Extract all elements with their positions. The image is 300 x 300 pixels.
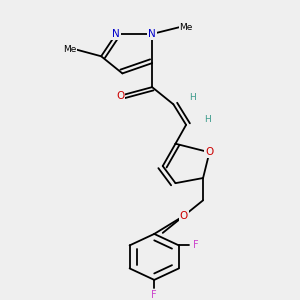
Text: N: N bbox=[112, 29, 120, 39]
Text: Me: Me bbox=[63, 45, 76, 54]
Text: H: H bbox=[189, 93, 196, 102]
Text: O: O bbox=[180, 211, 188, 221]
Text: F: F bbox=[152, 290, 157, 300]
Text: N: N bbox=[148, 29, 156, 39]
Text: F: F bbox=[193, 240, 199, 250]
Text: O: O bbox=[205, 147, 214, 157]
Text: H: H bbox=[204, 115, 211, 124]
Text: O: O bbox=[116, 91, 124, 101]
Text: Me: Me bbox=[179, 22, 193, 32]
